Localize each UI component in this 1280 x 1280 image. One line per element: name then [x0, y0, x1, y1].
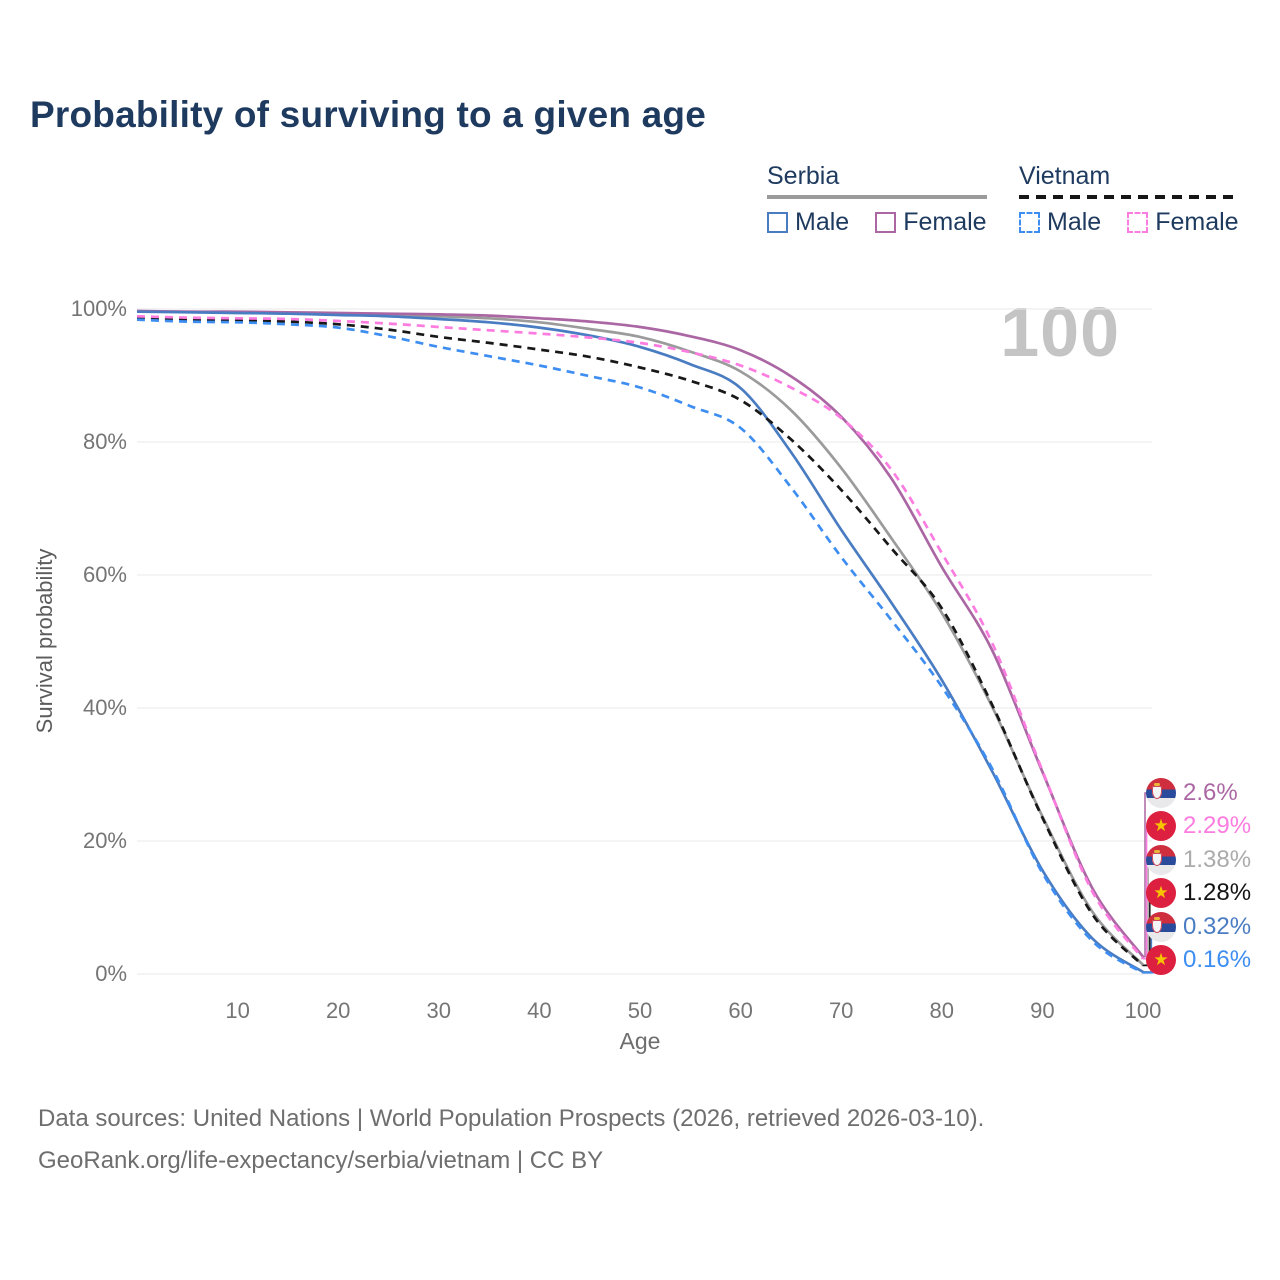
x-tick-label: 20	[325, 998, 351, 1023]
vietnam-female-swatch-icon	[1127, 212, 1149, 233]
vietnam-star-icon: ★	[1153, 950, 1169, 970]
y-tick-label: 60%	[82, 562, 127, 587]
series-line-vietnam-total	[136, 316, 1144, 967]
attribution-line: GeoRank.org/life-expectancy/serbia/vietn…	[38, 1147, 604, 1174]
end-label-row: 2.6%	[1146, 776, 1251, 810]
end-value-label: 1.38%	[1183, 845, 1252, 873]
end-labels-column: 2.6% ★ 2.29% 1.38% ★ 1.28% 0.32% ★ 0.16%	[1146, 776, 1251, 977]
vietnam-dashed-line-sample	[1019, 195, 1239, 199]
x-tick-label: 10	[225, 998, 250, 1023]
legend-item-vietnam-female: Female	[1127, 208, 1239, 237]
legend-serbia-female-label: Female	[903, 208, 987, 236]
x-tick-label: 90	[1030, 998, 1055, 1023]
end-value-label: 0.32%	[1183, 912, 1252, 940]
vietnam-flag-icon: ★	[1146, 811, 1176, 842]
vietnam-male-swatch-icon	[1019, 212, 1040, 233]
y-tick-label: 80%	[82, 429, 127, 454]
serbia-solid-line-sample	[767, 195, 987, 199]
legend-serbia-label: Serbia	[767, 162, 840, 190]
series-line-serbia-male	[136, 310, 1144, 974]
serbia-coat-of-arms-icon	[1152, 782, 1162, 799]
end-label-row: ★ 2.29%	[1146, 810, 1251, 844]
vietnam-star-icon: ★	[1153, 883, 1169, 903]
y-tick-label: 100%	[70, 296, 127, 321]
end-label-row: 1.38%	[1146, 843, 1251, 877]
data-sources-line: Data sources: United Nations | World Pop…	[38, 1105, 985, 1132]
x-axis-title: Age	[619, 1028, 661, 1054]
vietnam-flag-icon: ★	[1146, 878, 1176, 909]
series-line-vietnam-female	[136, 314, 1145, 960]
legend-vietnam-male-label: Male	[1047, 208, 1102, 236]
end-value-label: 2.29%	[1183, 812, 1252, 840]
y-tick-label: 0%	[95, 961, 127, 986]
end-label-row: 0.32%	[1146, 910, 1251, 944]
series-line-serbia-female	[136, 309, 1145, 958]
serbia-male-swatch-icon	[767, 212, 788, 233]
legend-vietnam-female-label: Female	[1155, 208, 1239, 236]
footer: Data sources: United Nations | World Pop…	[38, 1098, 984, 1182]
legend-item-vietnam-male: Male	[1019, 208, 1101, 237]
series-line-vietnam-male	[136, 318, 1144, 975]
page-title: Probability of surviving to a given age	[30, 94, 706, 135]
end-value-label: 0.16%	[1183, 946, 1252, 974]
serbia-coat-of-arms-icon	[1152, 849, 1162, 866]
y-tick-label: 40%	[82, 695, 127, 720]
x-tick-label: 80	[929, 998, 955, 1023]
end-label-row: ★ 1.28%	[1146, 877, 1251, 911]
serbia-flag-icon	[1146, 911, 1176, 942]
x-tick-label: 30	[426, 998, 452, 1023]
vietnam-flag-icon: ★	[1146, 945, 1176, 976]
serbia-female-swatch-icon	[875, 212, 897, 233]
legend-item-serbia-male: Male	[767, 208, 849, 237]
end-value-label: 2.6%	[1183, 778, 1238, 806]
age-watermark: 100	[1000, 293, 1120, 371]
y-tick-label: 20%	[82, 828, 127, 853]
vietnam-star-icon: ★	[1153, 816, 1169, 836]
legend-serbia: Serbia Male Female	[767, 162, 987, 237]
legend-vietnam-label: Vietnam	[1019, 162, 1111, 190]
series-line-serbia-total	[136, 310, 1144, 966]
end-label-row: ★ 0.16%	[1146, 944, 1251, 978]
x-tick-label: 50	[627, 998, 653, 1023]
legend-serbia-male-label: Male	[795, 208, 850, 236]
end-value-label: 1.28%	[1183, 879, 1252, 907]
x-tick-label: 40	[527, 998, 552, 1023]
x-tick-label: 60	[728, 998, 753, 1023]
serbia-flag-icon	[1146, 844, 1176, 875]
x-tick-label: 70	[828, 998, 854, 1023]
x-tick-label: 100	[1124, 998, 1162, 1023]
legend-item-serbia-female: Female	[875, 208, 987, 237]
serbia-flag-icon	[1146, 777, 1176, 808]
legend-vietnam: Vietnam Male Female	[1019, 162, 1239, 237]
serbia-coat-of-arms-icon	[1152, 916, 1162, 933]
